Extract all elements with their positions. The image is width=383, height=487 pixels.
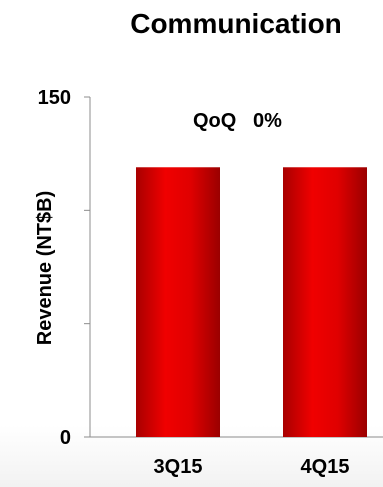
- y-tick-label: 0: [60, 427, 71, 449]
- chart-title: Communication: [130, 8, 342, 39]
- bar-4q15: [283, 167, 367, 437]
- qoq-value: 0%: [253, 110, 282, 132]
- x-axis-ticks: 3Q15 4Q15: [154, 456, 350, 478]
- bars-group: [136, 167, 367, 437]
- qoq-label: QoQ: [193, 110, 236, 132]
- y-tick-label: 150: [38, 87, 71, 109]
- y-axis-ticks: 0 150: [38, 87, 90, 449]
- x-tick-label: 4Q15: [301, 456, 350, 478]
- y-axis-label: Revenue (NT$B): [34, 191, 56, 345]
- bar-3q15: [136, 167, 220, 437]
- x-tick-label: 3Q15: [154, 456, 203, 478]
